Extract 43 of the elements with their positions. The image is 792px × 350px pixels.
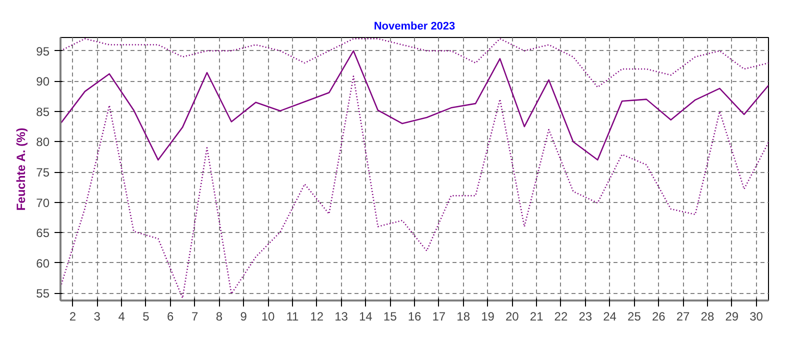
y-tick-label: 80 [36,135,50,150]
x-tick-label: 28 [700,310,714,324]
x-tick-label: 10 [261,310,276,324]
x-tick-label: 11 [286,310,299,324]
x-tick-label: 27 [676,310,690,324]
x-tick-label: 24 [603,310,617,324]
x-tick-label: 21 [530,310,544,324]
x-tick-label: 9 [240,310,248,324]
x-tick-label: 20 [505,310,520,324]
x-tick-label: 19 [481,310,495,324]
x-tick-label: 15 [383,310,398,324]
y-tick-label: 90 [36,74,50,89]
y-tick-label: 70 [36,196,50,210]
x-tick-label: 8 [216,310,223,324]
x-tick-label: 18 [456,310,470,324]
line-series [60,50,768,161]
y-tick-label: 85 [36,104,50,119]
y-tick-label: 55 [36,286,50,301]
x-tick-label: 17 [432,310,446,324]
x-tick-label: 7 [191,310,198,324]
x-tick-label: 2 [69,310,76,324]
x-tick-label: 25 [628,310,642,324]
x-tick-label: 22 [554,310,568,324]
y-axis-title: Feuchte A. (%) [14,128,28,211]
x-tick-label: 16 [408,310,422,324]
y-tick-label: 95 [36,44,50,58]
x-tick-label: 13 [334,310,348,324]
y-tick-label: 75 [36,166,50,180]
x-tick-label: 4 [118,310,126,324]
x-tick-label: 3 [94,310,101,324]
x-tick-label: 26 [652,310,666,324]
y-tick-label: 60 [36,256,50,270]
line-series [60,76,768,299]
x-tick-label: 23 [578,310,592,324]
x-tick-label: 12 [310,310,324,324]
x-tick-label: 5 [142,310,150,324]
y-tick-label: 65 [36,226,50,240]
x-tick-label: 30 [750,310,764,324]
x-tick-label: 29 [725,310,739,324]
x-tick-label: 6 [167,310,174,324]
chart-title: November 2023 [374,20,456,32]
line-series [60,38,768,88]
x-tick-label: 14 [359,310,373,324]
